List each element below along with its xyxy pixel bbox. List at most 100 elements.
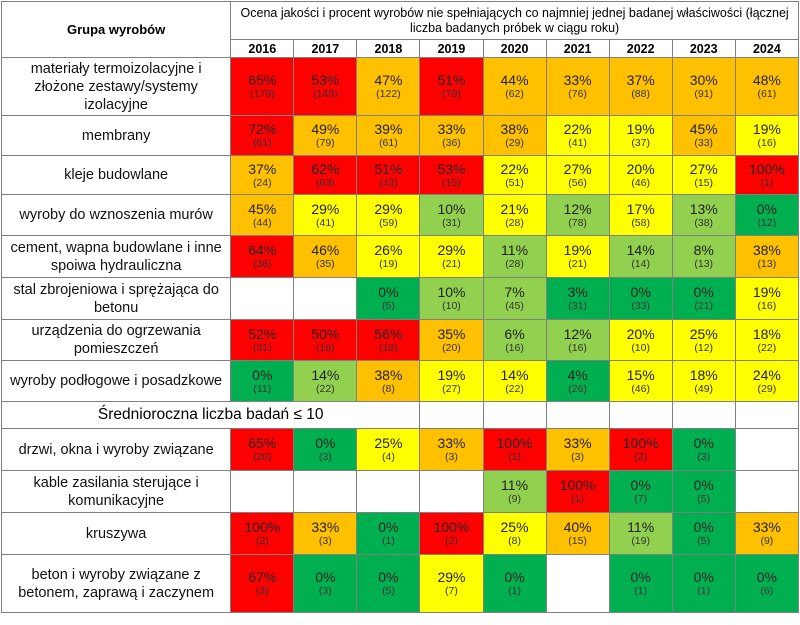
- sample-count: (61): [757, 88, 777, 101]
- percent-value: 29%: [437, 242, 466, 259]
- empty-cell: [482, 401, 547, 429]
- sample-count: (29): [505, 137, 524, 150]
- sample-count: (37): [631, 137, 650, 150]
- value-cell: 19% (21): [545, 235, 610, 278]
- sample-count: (63): [316, 176, 335, 189]
- sample-count: (18): [316, 341, 335, 354]
- percent-value: 0%: [630, 477, 651, 494]
- percent-value: 19%: [752, 121, 781, 138]
- value-cell: 0% (3): [293, 428, 358, 471]
- percent-value: 39%: [374, 121, 403, 138]
- sample-count: (3): [318, 585, 332, 598]
- percent-value: 100%: [433, 519, 470, 536]
- value-cell: [293, 470, 358, 513]
- product-group-label: wyroby podłogowe i posadzkowe: [0, 360, 232, 402]
- sample-count: (16): [568, 341, 587, 354]
- percent-value: 0%: [693, 435, 714, 452]
- sample-count: (88): [631, 88, 650, 101]
- sample-count: (44): [252, 216, 272, 229]
- sample-count: (11): [253, 382, 272, 395]
- sample-count: (61): [379, 137, 398, 150]
- empty-cell: [545, 401, 610, 429]
- sample-count: (41): [316, 216, 335, 229]
- sample-count: (62): [505, 88, 524, 101]
- sample-count: (16): [757, 137, 777, 150]
- sample-count: (58): [631, 216, 650, 229]
- year-header-2018: 2018: [356, 39, 421, 58]
- value-cell: 25% (8): [482, 512, 547, 555]
- value-cell: [230, 470, 295, 513]
- value-cell: 4% (26): [545, 360, 610, 402]
- percent-value: 0%: [315, 569, 336, 586]
- sample-count: (36): [252, 258, 272, 271]
- percent-value: 47%: [374, 72, 403, 89]
- value-cell: 11% (28): [482, 235, 547, 278]
- percent-value: 27%: [689, 160, 718, 177]
- quality-table: Grupa wyrobów Ocena jakości i procent wy…: [0, 1, 800, 613]
- sample-count: (26): [568, 382, 587, 395]
- value-cell: 27% (15): [671, 155, 736, 195]
- sample-count: (15): [442, 176, 461, 189]
- sample-count: (33): [694, 137, 714, 150]
- value-cell: 64% (36): [230, 235, 295, 278]
- percent-value: 21%: [500, 200, 529, 217]
- value-cell: 20% (46): [608, 155, 673, 195]
- percent-value: 6%: [504, 325, 525, 342]
- sample-count: (27): [442, 382, 461, 395]
- percent-value: 14%: [311, 366, 340, 383]
- percent-value: 50%: [311, 325, 340, 342]
- table-row: beton i wyroby związane z betonem, zapra…: [0, 554, 800, 613]
- percent-value: 33%: [437, 435, 466, 452]
- value-cell: 24% (29): [734, 360, 800, 402]
- value-cell: 67% (3): [230, 554, 295, 613]
- value-cell: 29% (59): [356, 194, 421, 236]
- sample-count: (28): [505, 258, 524, 271]
- description-header: Ocena jakości i procent wyrobów nie speł…: [230, 1, 799, 40]
- percent-value: 19%: [626, 121, 655, 138]
- sample-count: (10): [631, 341, 650, 354]
- value-cell: 0% (5): [356, 554, 421, 613]
- sample-count: (46): [631, 382, 650, 395]
- sample-count: (35): [316, 258, 335, 271]
- percent-value: 49%: [311, 121, 340, 138]
- percent-value: 44%: [500, 72, 529, 89]
- percent-value: 25%: [689, 325, 718, 342]
- section-label: Średnioroczna liczba badań ≤ 10: [0, 401, 421, 429]
- value-cell: 18% (22): [734, 319, 800, 361]
- value-cell: 26% (19): [356, 235, 421, 278]
- sample-count: (15): [694, 176, 714, 189]
- value-cell: 3% (31): [545, 277, 610, 320]
- percent-value: 18%: [689, 366, 718, 383]
- value-cell: 14% (22): [482, 360, 547, 402]
- sample-count: (16): [505, 341, 524, 354]
- sample-count: (3): [571, 451, 585, 464]
- sample-count: (16): [757, 300, 777, 313]
- value-cell: 33% (76): [545, 57, 610, 116]
- percent-value: 100%: [559, 477, 596, 494]
- value-cell: 65% (20): [230, 428, 295, 471]
- percent-value: 8%: [693, 242, 714, 259]
- sample-count: (13): [694, 258, 714, 271]
- sample-count: (9): [508, 493, 521, 506]
- value-cell: 33% (3): [419, 428, 484, 471]
- table-row: cement, wapna budowlane i inne spoiwa hy…: [0, 235, 800, 278]
- sample-count: (24): [252, 176, 272, 189]
- percent-value: 0%: [630, 284, 651, 301]
- sample-count: (18): [379, 341, 398, 354]
- year-header-2017: 2017: [293, 39, 358, 58]
- sample-count: (36): [442, 137, 461, 150]
- percent-value: 48%: [752, 72, 781, 89]
- value-cell: 0% (3): [293, 554, 358, 613]
- value-cell: 7% (45): [482, 277, 547, 320]
- percent-value: 38%: [500, 121, 529, 138]
- product-group-label: kleje budowlane: [0, 155, 232, 195]
- value-cell: 37% (88): [608, 57, 673, 116]
- value-cell: 8% (13): [671, 235, 736, 278]
- sample-count: (59): [379, 216, 398, 229]
- value-cell: [734, 470, 800, 513]
- value-cell: 29% (21): [419, 235, 484, 278]
- percent-value: 62%: [311, 160, 340, 177]
- sample-count: (79): [316, 137, 335, 150]
- percent-value: 17%: [626, 200, 655, 217]
- table-row: wyroby do wznoszenia murów 45% (44) 29% (41)…: [0, 194, 800, 236]
